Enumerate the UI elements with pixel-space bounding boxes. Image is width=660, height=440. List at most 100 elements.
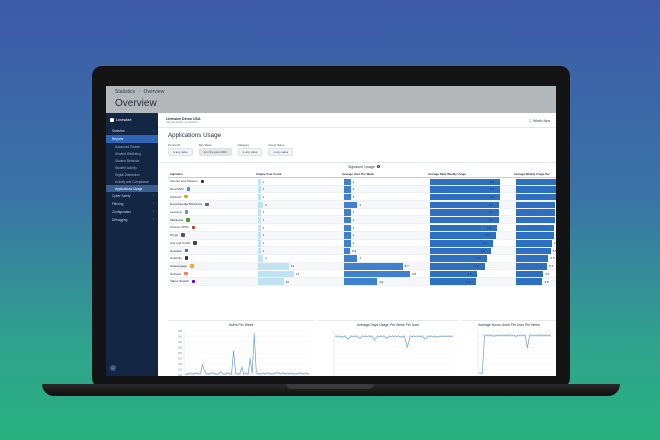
table-row[interactable]: Celebrity 2 2 5.5 5.5 — [168, 255, 556, 263]
column-header-daily-usage[interactable]: Average Daily Weekly Usage — [428, 172, 466, 176]
table-row[interactable]: Hubspot 14 9.8 4.6 4.6 — [168, 270, 556, 278]
sidebar-item-label: Student Wellbeing — [115, 151, 141, 156]
sidebar-item-configuration[interactable]: Configuration › — [106, 208, 158, 216]
avg-uses-cell: 1 — [342, 240, 428, 247]
info-icon[interactable] — [376, 165, 380, 168]
table-row[interactable]: Encyclopedia Britannica 2 2 6.7 6.7 — [168, 201, 556, 209]
daily-usage-cell: 6.7 — [428, 216, 514, 224]
sidebar-item-student-activity[interactable]: Student Activity — [106, 164, 158, 171]
data-point — [249, 358, 252, 360]
data-point — [269, 373, 272, 375]
sidebar-item-activity-and-compliance[interactable]: Activity and Compliance — [106, 178, 158, 185]
table-row[interactable]: Ultrasurf 1 1 6.8 6.8 — [168, 193, 556, 202]
sidebar-item-student-wellbeing[interactable]: Student Wellbeing — [106, 150, 158, 157]
avg-uses-cell: 2 — [342, 201, 428, 209]
unique-users-bar — [258, 263, 289, 270]
data-point — [271, 372, 274, 375]
sidebar-item-debugging[interactable]: Debugging › — [106, 216, 158, 224]
data-point — [267, 372, 270, 375]
avg-uses-cell: 1 — [342, 224, 428, 232]
column-header-unique-users[interactable]: Unique User Count — [256, 172, 282, 176]
column-header-signature[interactable]: Signature — [170, 172, 183, 176]
data-point — [259, 373, 262, 375]
table-row[interactable]: Learning 1 1 6.7 6.7 — [168, 209, 556, 217]
sidebar-item-cyber-safety[interactable]: Cyber Safety › — [106, 192, 158, 200]
filter-value-dropdown[interactable]: is any value — [268, 148, 294, 156]
collapse-sidebar-button[interactable]: ‹ — [110, 365, 116, 371]
table-row[interactable]: Gravatar 1 0.9 5.9 5.9 — [168, 247, 556, 255]
table-row[interactable]: Drugs 1 1 6.4 6.4 — [168, 231, 556, 240]
table-row[interactable]: Marijuana 1 1 6.7 6.7 — [168, 216, 556, 225]
filter-day-week: Day Week is in the year 2023 — [198, 143, 232, 156]
sidebar-item-advanced-search[interactable]: Advanced Search — [106, 143, 158, 150]
avg-uses-bar — [344, 278, 377, 285]
data-point — [214, 373, 216, 375]
weekly-usage-cell: 6.8 — [514, 193, 556, 201]
camera-icon — [184, 256, 189, 260]
brand[interactable]: Linewize — [110, 117, 132, 122]
table-title-text: Signature Usage — [348, 165, 375, 169]
signature-name: Nord VPN — [170, 187, 184, 192]
unique-users-value: 1 — [262, 241, 265, 246]
sidebar-item-filtering[interactable]: Filtering › — [106, 200, 158, 208]
data-point — [546, 334, 549, 337]
daily-usage-cell: 6.8 — [428, 178, 514, 185]
daily-usage-bar — [430, 224, 497, 232]
unique-users-value: 1 — [262, 187, 265, 192]
sidebar-item-reports[interactable]: Reports ⌄ — [106, 135, 158, 143]
data-point — [485, 334, 488, 337]
sidebar-item-student-behavior[interactable]: Student Behavior — [106, 157, 158, 164]
table-row[interactable]: Nord VPN 1 1 6.8 6.8 — [168, 185, 556, 194]
sidebar-item-applications-usage[interactable]: Applications Usage — [106, 185, 158, 192]
signature-name: Drugs — [170, 233, 179, 238]
breadcrumb-statistics[interactable]: Statistics — [115, 89, 136, 95]
avg-uses-value: 4.9 — [379, 279, 384, 284]
weekly-usage-bar — [516, 201, 556, 209]
unique-users-bar — [258, 270, 294, 278]
data-point — [346, 338, 349, 340]
filter-bar: Device ID is any value Day Week is in the y… — [168, 143, 294, 156]
data-point — [376, 335, 379, 338]
data-point — [524, 334, 527, 337]
data-point — [445, 335, 447, 338]
table-row[interactable]: Snapengage 12 8.7 5.3 5.3 — [168, 262, 556, 271]
unique-users-value: 2 — [265, 256, 267, 261]
data-point — [540, 334, 542, 337]
avg-uses-value: 1 — [352, 194, 355, 199]
filter-value-dropdown[interactable]: is any value — [237, 148, 263, 156]
unique-users-cell: 1 — [256, 247, 342, 255]
data-point — [207, 373, 210, 376]
unique-users-cell: 1 — [256, 178, 342, 185]
y-tick-label: 260 — [178, 330, 183, 333]
laptop-base — [42, 384, 620, 396]
avg-uses-cell: 0.9 — [342, 247, 428, 255]
sidebar-item-label: Statistics — [112, 129, 125, 133]
signature-cell: Alcohol and Tobacco — [168, 179, 256, 183]
data-point — [421, 335, 424, 338]
weekly-usage-bar — [516, 232, 554, 239]
data-point — [274, 372, 276, 375]
filter-value-dropdown[interactable]: is any value — [168, 148, 193, 156]
whats-new-link[interactable]: ⓘ What's New — [529, 119, 550, 123]
table-row[interactable]: Choceu VPNs 1 1 6.5 6.5 — [168, 224, 556, 232]
column-header-weekly-usage[interactable]: Average Weekly Usage Per — [514, 172, 550, 176]
filter-value-dropdown[interactable]: is in the year 2023 — [198, 148, 232, 156]
daily-usage-value: 4.6 — [467, 271, 472, 276]
avg-uses-bar — [344, 263, 403, 270]
sidebar-item-label: Configuration — [112, 210, 131, 214]
data-point — [367, 335, 370, 338]
unique-users-bar — [258, 255, 264, 262]
sidebar-item-statistics[interactable]: Statistics › — [106, 127, 158, 135]
avg-uses-cell: 1 — [342, 178, 428, 185]
table-row[interactable]: Arts and Crafts 1 1 6.1 6.1 — [168, 240, 556, 248]
signature-name: Marijuana — [170, 217, 184, 222]
weekly-usage-cell: 6.8 — [514, 178, 556, 185]
data-point — [251, 372, 254, 374]
table-row[interactable]: Alcohol and Tobacco 1 1 6.8 6.8 — [168, 178, 556, 186]
avg-uses-value: 2 — [359, 202, 362, 207]
data-point — [361, 335, 364, 338]
y-tick-label: 160 — [178, 358, 183, 361]
column-header-avg-uses[interactable]: Average Uses Per Week — [342, 172, 374, 176]
table-row[interactable]: Yahoo Search 10 4.9 4.5 4.5 — [168, 277, 556, 286]
sidebar-item-digital-distraction[interactable]: Digital Distraction — [106, 171, 158, 178]
